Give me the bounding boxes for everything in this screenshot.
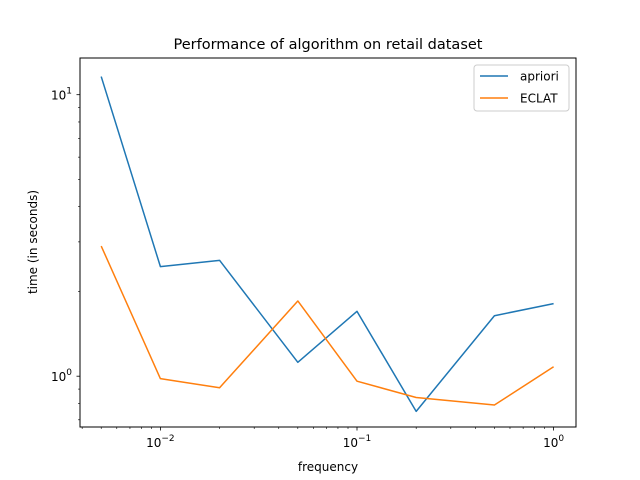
y-axis: 100 101 <box>51 87 80 421</box>
y-tick-label: 101 <box>51 87 72 103</box>
x-tick-label: 100 <box>543 434 564 450</box>
plot-area <box>100 76 555 413</box>
legend-label: apriori <box>520 70 559 84</box>
chart-title: Performance of algorithm on retail datas… <box>174 37 483 53</box>
series-line-eclat <box>100 245 555 406</box>
x-tick-label: 10−2 <box>146 434 175 450</box>
x-axis-label: frequency <box>298 460 358 474</box>
x-tick-label: 10−1 <box>343 434 372 450</box>
legend: apriori ECLAT <box>473 64 570 112</box>
legend-label: ECLAT <box>520 92 558 106</box>
y-tick-label: 100 <box>51 368 72 384</box>
plot-frame <box>79 57 577 428</box>
y-axis-label: time (in seconds) <box>26 190 40 294</box>
series-line-apriori <box>100 76 554 413</box>
x-axis: 10−2 10−1 100 <box>81 427 564 450</box>
